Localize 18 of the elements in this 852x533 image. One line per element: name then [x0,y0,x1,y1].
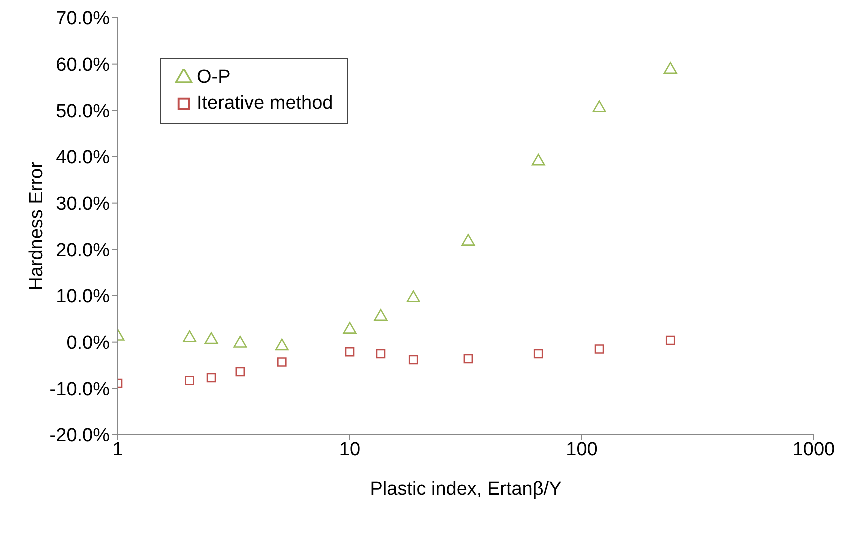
y-tick-label: -20.0% [50,426,110,447]
y-tick-label: 10.0% [56,286,110,308]
y-tick-label: 0.0% [66,333,110,354]
x-tick-label: 1000 [792,439,836,460]
y-tick-label: 70.0% [56,8,110,30]
y-tick-label: 20.0% [56,240,110,262]
y-tick-label: -10.0% [50,379,110,400]
y-tick-label: 50.0% [56,101,110,122]
x-tick-label: 10 [339,439,361,460]
y-tick-label: 30.0% [56,194,110,216]
y-tick-label: 40.0% [56,148,110,169]
legend-label: Iterative method [197,92,334,116]
x-tick-label: 100 [566,439,598,460]
x-tick-label: 1 [112,439,124,460]
y-tick-label: 60.0% [56,55,110,76]
x-axis-title: Plastic index, Ertanβ/Y [370,479,562,500]
legend-label: O-P [197,66,231,90]
y-axis-title: Hardness Error [26,161,48,291]
